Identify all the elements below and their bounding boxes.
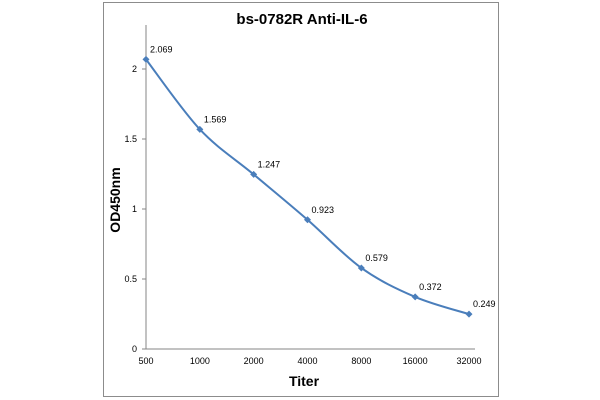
data-label: 0.249	[473, 299, 496, 309]
x-tick-label: 500	[138, 356, 153, 366]
data-label: 0.923	[312, 205, 335, 215]
chart-title: bs-0782R Anti-IL-6	[236, 11, 367, 28]
y-tick-label: 0	[132, 344, 137, 354]
y-tick-label: 1	[132, 204, 137, 214]
x-axis-ticks: 500 1000 2000 4000 8000 16000 32000	[138, 356, 481, 366]
y-tick-label: 1.5	[124, 134, 137, 144]
data-label: 1.247	[258, 159, 281, 169]
x-tick-label: 16000	[403, 356, 428, 366]
data-labels: 2.069 1.569 1.247 0.923 0.579 0.372 0.249	[150, 44, 496, 309]
x-tick-label: 2000	[244, 356, 264, 366]
x-tick-label: 4000	[297, 356, 317, 366]
data-point-marker	[196, 125, 204, 133]
data-point-marker	[465, 310, 473, 318]
y-axis-title: OD450nm	[107, 167, 123, 232]
x-axis-title: Titer	[289, 373, 320, 389]
chart-frame	[103, 2, 499, 397]
data-label: 2.069	[150, 44, 173, 54]
x-tick-label: 1000	[190, 356, 210, 366]
data-point-marker	[250, 170, 258, 178]
series-line	[145, 58, 470, 316]
x-tick-label: 32000	[456, 356, 481, 366]
data-label: 1.569	[204, 114, 227, 124]
y-tick-label: 2	[132, 64, 137, 74]
y-axis-ticks: 0 0.5 1 1.5 2	[124, 64, 146, 354]
y-tick-label: 0.5	[124, 274, 137, 284]
data-point-marker	[142, 55, 150, 63]
x-tick-label: 8000	[351, 356, 371, 366]
data-point-marker	[411, 293, 419, 301]
data-label: 0.579	[365, 253, 388, 263]
data-point-marker	[357, 264, 365, 272]
data-label: 0.372	[419, 282, 442, 292]
data-point-marker	[304, 216, 311, 224]
data-markers	[142, 55, 473, 318]
